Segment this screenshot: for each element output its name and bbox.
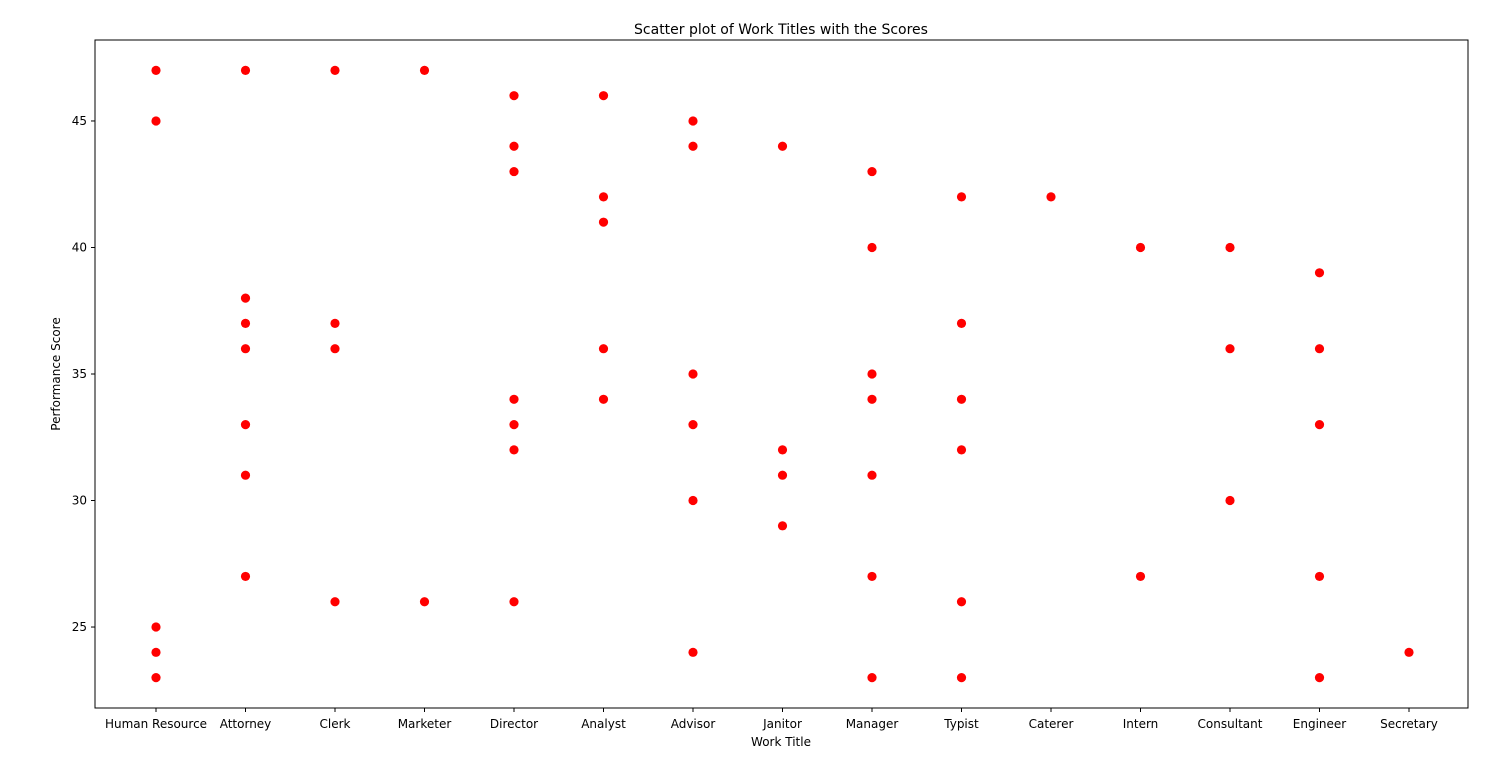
x-tick-label: Consultant	[1198, 717, 1263, 731]
data-point	[688, 647, 698, 657]
data-point	[956, 318, 967, 328]
data-point	[330, 65, 340, 75]
data-point	[419, 65, 430, 75]
data-point	[598, 394, 609, 404]
data-point	[1314, 344, 1325, 354]
data-point	[1314, 268, 1325, 278]
data-point	[1225, 344, 1235, 354]
data-point	[598, 217, 609, 227]
data-point	[330, 318, 340, 328]
x-tick-label: Clerk	[320, 717, 351, 731]
data-point	[1314, 571, 1325, 582]
data-point	[240, 571, 251, 582]
data-point	[1225, 242, 1235, 253]
data-point	[867, 673, 877, 683]
x-axis-ticks: Human Resource Attorney Clerk Marketer Direc…	[105, 708, 1438, 731]
data-point	[777, 521, 788, 531]
data-point	[867, 571, 877, 582]
data-point	[151, 647, 161, 657]
data-point	[688, 116, 698, 126]
data-point	[1404, 647, 1414, 657]
x-tick-label: Director	[490, 717, 538, 731]
y-tick-label: 45	[72, 114, 87, 128]
data-point	[1046, 192, 1056, 202]
data-point	[240, 420, 251, 430]
data-point	[598, 192, 609, 202]
data-point	[867, 394, 877, 404]
data-point	[509, 445, 519, 455]
data-point	[598, 344, 609, 354]
x-tick-label: Engineer	[1293, 717, 1347, 731]
data-point	[777, 445, 788, 455]
data-point	[956, 394, 967, 404]
y-tick-label: 35	[72, 367, 87, 381]
data-point	[688, 495, 698, 506]
data-point	[151, 622, 161, 632]
data-point	[151, 116, 161, 126]
data-point	[956, 597, 967, 607]
data-point	[688, 141, 698, 151]
data-point	[598, 91, 609, 101]
data-point	[509, 91, 519, 101]
data-point	[1135, 242, 1146, 253]
data-point	[240, 318, 251, 328]
y-axis-label: Performance Score	[49, 317, 63, 430]
data-point	[240, 293, 251, 303]
x-tick-label: Caterer	[1029, 717, 1074, 731]
data-point	[509, 597, 519, 607]
data-point	[867, 369, 877, 379]
data-point	[1314, 420, 1325, 430]
x-tick-label: Janitor	[762, 717, 802, 731]
plot-frame	[94, 39, 1469, 709]
data-point	[509, 166, 519, 177]
y-tick-label: 30	[72, 494, 87, 508]
data-point	[151, 65, 161, 75]
data-point	[956, 445, 967, 455]
data-point	[777, 470, 788, 480]
data-point	[330, 597, 340, 607]
chart-title: Scatter plot of Work Titles with the Sco…	[634, 22, 928, 38]
data-point	[867, 166, 877, 177]
x-tick-label: Manager	[846, 717, 899, 731]
data-point	[240, 470, 251, 480]
data-point	[867, 242, 877, 253]
data-point	[240, 344, 251, 354]
data-point	[330, 344, 340, 354]
data-point	[509, 420, 519, 430]
data-point	[1314, 673, 1325, 683]
data-point	[688, 369, 698, 379]
points-layer	[151, 65, 1414, 683]
data-point	[509, 394, 519, 404]
data-point	[151, 673, 161, 683]
x-tick-label: Human Resource	[105, 717, 207, 731]
data-point	[777, 141, 788, 151]
data-point	[240, 65, 251, 75]
x-tick-label: Analyst	[581, 717, 626, 731]
x-tick-label: Secretary	[1380, 717, 1438, 731]
data-point	[1225, 495, 1235, 506]
x-tick-label: Attorney	[220, 717, 272, 731]
data-point	[419, 597, 430, 607]
data-point	[956, 673, 967, 683]
y-axis-ticks: 25 30 35 40 45	[72, 114, 95, 634]
x-tick-label: Marketer	[398, 717, 452, 731]
data-point	[509, 141, 519, 151]
y-tick-label: 40	[72, 240, 87, 254]
data-point	[867, 470, 877, 480]
x-axis-label: Work Title	[751, 735, 811, 749]
data-point	[956, 192, 967, 202]
y-tick-label: 25	[72, 620, 87, 634]
x-tick-label: Advisor	[671, 717, 716, 731]
data-point	[1135, 571, 1146, 582]
x-tick-label: Typist	[943, 717, 979, 731]
x-tick-label: Intern	[1123, 717, 1159, 731]
data-point	[688, 420, 698, 430]
